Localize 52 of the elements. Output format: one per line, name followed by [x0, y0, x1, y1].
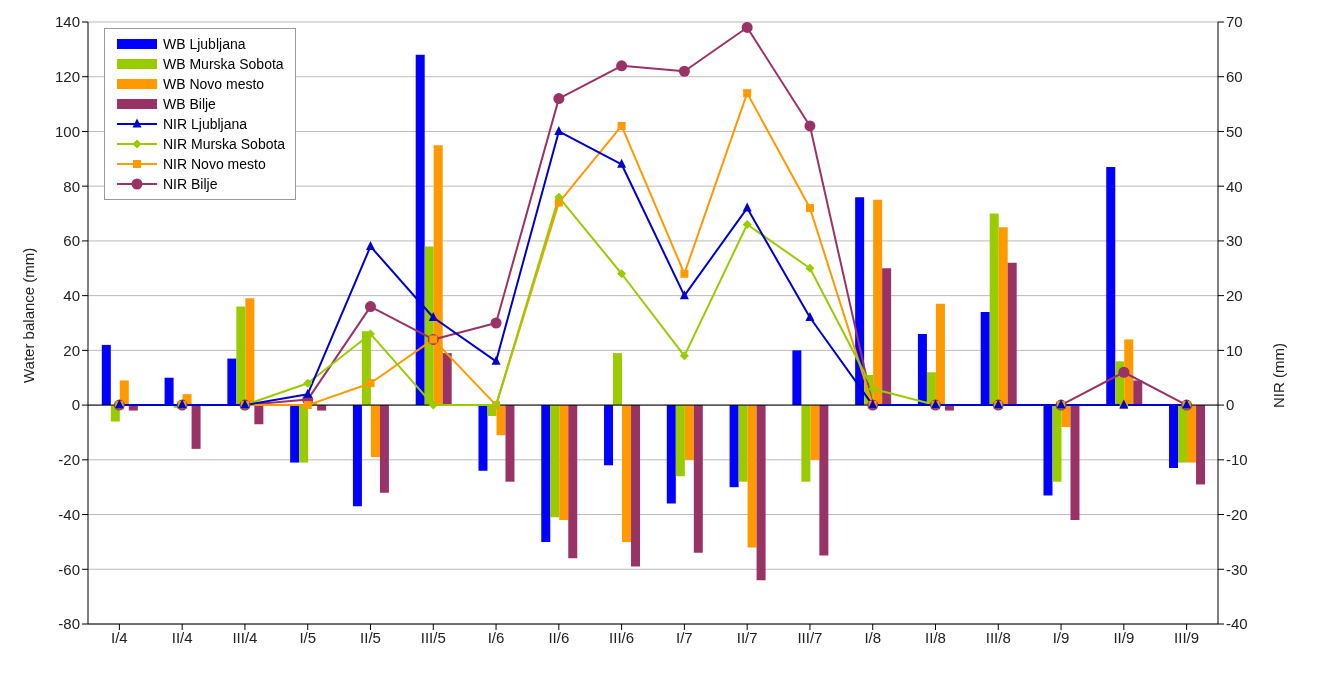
y2-axis-title: NIR (mm) [1270, 343, 1288, 408]
x-tick-label: I/9 [1052, 628, 1070, 646]
x-tick-label: II/5 [360, 628, 381, 646]
y-tick-label: 0 [71, 396, 80, 414]
y-tick-label: 120 [54, 68, 80, 86]
y2-tick-label: -40 [1226, 615, 1248, 633]
x-tick-label: III/8 [985, 628, 1011, 646]
y2-tick-label: 60 [1226, 68, 1243, 86]
x-tick-label: III/4 [232, 628, 258, 646]
y2-tick-label: -20 [1226, 505, 1248, 523]
y-tick-label: -60 [58, 560, 80, 578]
y2-tick-label: -10 [1226, 451, 1248, 469]
x-tick-label: I/4 [111, 628, 128, 646]
y2-tick-label: 0 [1226, 396, 1235, 414]
legend-label: WB Bilje [163, 95, 216, 114]
legend-label: NIR Novo mesto [163, 155, 266, 174]
x-tick-label: I/7 [676, 628, 693, 646]
y-tick-label: -20 [58, 451, 80, 469]
y-tick-label: -80 [58, 615, 80, 633]
legend-label: WB Novo mesto [163, 75, 265, 94]
y-tick-label: 40 [63, 286, 80, 304]
y-tick-label: 20 [63, 341, 80, 359]
x-tick-label: II/6 [548, 628, 570, 646]
y2-tick-label: 40 [1226, 177, 1243, 195]
x-tick-label: I/6 [487, 628, 505, 646]
y2-tick-label: 20 [1226, 286, 1243, 304]
y2-tick-label: 70 [1226, 13, 1243, 31]
legend-label: WB Ljubljana [163, 35, 246, 54]
y-tick-label: 100 [54, 122, 80, 140]
y2-tick-label: 50 [1226, 122, 1243, 140]
x-tick-label: I/8 [864, 628, 882, 646]
x-tick-label: III/9 [1174, 628, 1200, 646]
x-tick-label: II/8 [925, 628, 946, 646]
x-tick-label: III/6 [609, 628, 635, 646]
x-tick-label: I/5 [299, 628, 317, 646]
y2-tick-label: -30 [1226, 560, 1248, 578]
legend-label: NIR Murska Sobota [163, 135, 286, 154]
y2-tick-label: 10 [1226, 341, 1243, 359]
x-tick-label: II/7 [736, 628, 758, 646]
x-tick-label: III/5 [420, 628, 446, 646]
y-axis-title: Water balance (mm) [20, 247, 38, 383]
x-tick-label: II/9 [1113, 628, 1135, 646]
legend-label: NIR Bilje [163, 175, 218, 194]
y-tick-label: 80 [63, 177, 80, 195]
y-tick-label: 60 [63, 232, 80, 250]
legend-label: WB Murska Sobota [163, 55, 284, 74]
y2-tick-label: 30 [1226, 232, 1243, 250]
legend-label: NIR Ljubljana [163, 115, 248, 134]
y-tick-label: 140 [54, 13, 80, 31]
x-tick-label: II/4 [171, 628, 193, 646]
x-tick-label: III/7 [797, 628, 823, 646]
y-tick-label: -40 [58, 505, 80, 523]
